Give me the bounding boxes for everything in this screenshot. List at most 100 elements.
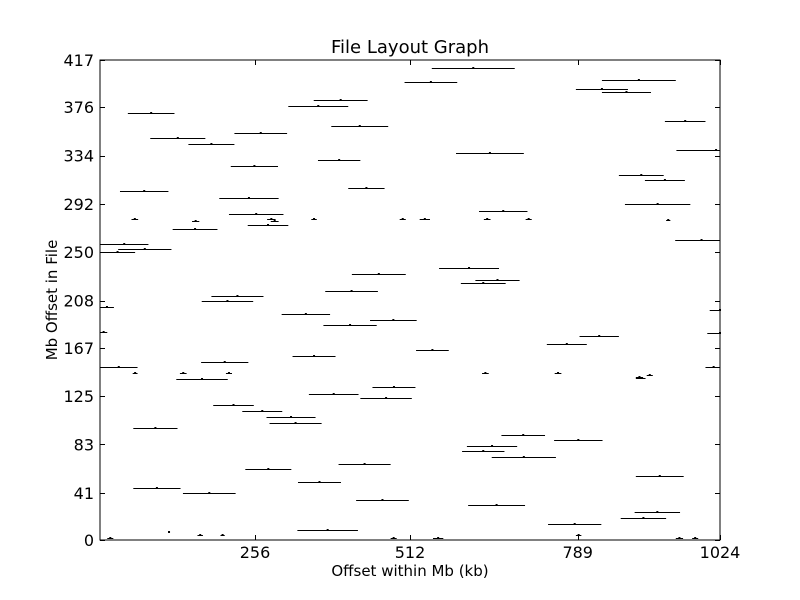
segment-center-point	[625, 91, 628, 93]
segment-center-point	[253, 165, 256, 167]
segment-center-point	[491, 445, 494, 447]
segment-center-point	[116, 251, 119, 253]
segment-center-point	[712, 366, 715, 368]
plot-frame	[99, 59, 721, 541]
segment-center-point	[482, 450, 485, 452]
y-tick-label: 376	[63, 98, 94, 117]
segment-center-point	[259, 132, 262, 134]
segment-center-point	[522, 434, 525, 436]
segment-center-point	[123, 243, 126, 245]
segment-center-point	[577, 439, 580, 441]
segment-center-point	[656, 203, 659, 205]
segment-center-point	[232, 404, 235, 406]
segment-center-point	[236, 295, 239, 297]
segment-center-point	[598, 335, 601, 337]
segment-center-point	[640, 174, 643, 176]
segment-center-point	[318, 481, 321, 483]
segment-center-point	[557, 372, 560, 374]
segment-center-point	[199, 534, 202, 536]
segment-center-point	[429, 81, 432, 83]
segment-center-point	[304, 313, 307, 315]
segment-center-point	[194, 220, 197, 222]
segment-center-point	[678, 537, 681, 539]
segment-center-point	[294, 422, 297, 424]
segment-center-point	[247, 197, 250, 199]
x-tick-label: 512	[395, 543, 426, 562]
segment-center-point	[658, 475, 661, 477]
segment-center-point	[349, 324, 352, 326]
segment-center-point	[182, 372, 185, 374]
segment-center-point	[168, 531, 171, 533]
segment-center-point	[437, 537, 440, 539]
segment-center-point	[656, 511, 659, 513]
segment-center-point	[154, 427, 157, 429]
segment-center-point	[273, 220, 276, 222]
segment-center-point	[143, 190, 146, 192]
ticks-layer: 256 512 789 1024 0 41 83 125 167 208 250 292 334 376 4…	[63, 51, 740, 562]
segment-center-point	[223, 361, 226, 363]
segment-center-point	[385, 397, 388, 399]
segment-center-point	[573, 523, 576, 525]
segment-center-point	[143, 248, 146, 250]
y-axis-label: Mb Offset in File	[43, 240, 61, 361]
x-tick-label: 789	[562, 543, 593, 562]
segment-center-point	[255, 213, 258, 215]
y-tick-label: 125	[63, 387, 94, 406]
segment-center-point	[637, 79, 640, 81]
segment-center-point	[117, 366, 120, 368]
segment-center-point	[208, 492, 211, 494]
y-tick-label: 83	[74, 435, 94, 454]
segment-center-point	[600, 88, 603, 90]
segment-center-point	[194, 228, 197, 230]
segment-center-point	[401, 218, 404, 220]
y-tick-label: 250	[63, 243, 94, 262]
segment-center-point	[261, 410, 264, 412]
segment-center-point	[488, 152, 491, 154]
segment-center-point	[423, 218, 426, 220]
segment-center-point	[313, 218, 316, 220]
segment-center-point	[496, 279, 499, 281]
segment-center-point	[663, 179, 666, 181]
segment-center-point	[431, 349, 434, 351]
segment-center-point	[332, 393, 335, 395]
segment-center-point	[350, 290, 353, 292]
segment-center-point	[102, 331, 105, 333]
segment-center-point	[472, 67, 475, 69]
segments-layer	[100, 67, 721, 539]
segment-center-point	[201, 378, 204, 380]
segment-center-point	[639, 377, 642, 379]
segment-center-point	[365, 187, 368, 189]
y-tick-label: 292	[63, 195, 94, 214]
segment-center-point	[694, 537, 697, 539]
segment-center-point	[326, 529, 329, 531]
segment-center-point	[715, 149, 718, 151]
y-tick-label: 0	[84, 531, 94, 550]
segment-center-point	[486, 218, 489, 220]
segment-center-point	[648, 374, 651, 376]
x-tick-label: 256	[240, 543, 271, 562]
y-tick-label: 167	[63, 339, 94, 358]
segment-center-point	[176, 137, 179, 139]
segment-center-point	[482, 282, 485, 284]
segment-center-point	[495, 504, 498, 506]
segment-center-point	[133, 218, 136, 220]
segment-center-point	[502, 210, 505, 212]
segment-center-point	[339, 99, 342, 101]
segment-center-point	[381, 499, 384, 501]
y-tick-label: 41	[74, 484, 94, 503]
segment-center-point	[392, 537, 395, 539]
segment-center-point	[527, 218, 530, 220]
segment-center-point	[109, 537, 112, 539]
segment-center-point	[484, 372, 487, 374]
segment-center-point	[667, 219, 670, 221]
y-tick-label: 334	[63, 147, 94, 166]
segment-center-point	[313, 355, 316, 357]
segment-center-point	[358, 125, 361, 127]
segment-center-point	[221, 534, 224, 536]
segment-center-point	[270, 218, 273, 220]
segment-center-point	[700, 239, 703, 241]
x-axis-label: Offset within Mb (kb)	[331, 562, 488, 580]
segment-center-point	[638, 376, 641, 378]
